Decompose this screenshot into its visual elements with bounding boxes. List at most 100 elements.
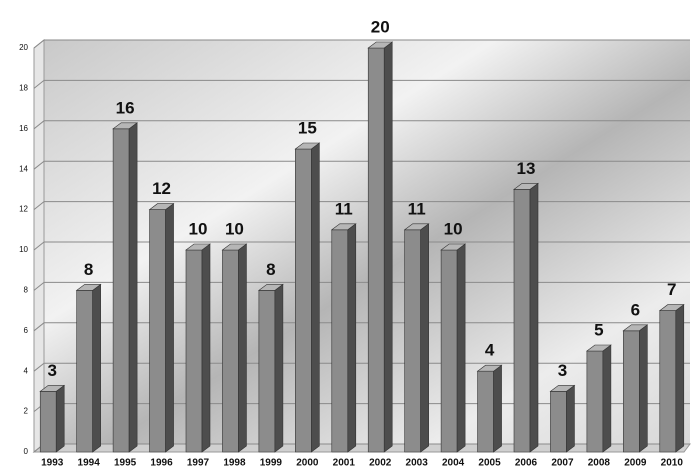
bar <box>148 203 175 453</box>
data-label: 15 <box>298 118 317 137</box>
bar-front <box>295 148 312 453</box>
y-tick-label: 14 <box>19 164 28 173</box>
x-tick-label: 2002 <box>369 458 392 469</box>
x-tick-label: 2003 <box>406 458 429 469</box>
bar-top <box>257 284 284 291</box>
data-label: 20 <box>371 17 390 36</box>
y-tick-label: 18 <box>19 84 28 93</box>
bar-top <box>585 344 612 352</box>
bar-top <box>294 142 321 150</box>
bar <box>513 182 539 453</box>
bar-side <box>566 384 575 453</box>
x-tick-label: 1996 <box>150 458 173 469</box>
y-tick-label: 8 <box>24 286 29 295</box>
bar <box>221 243 248 453</box>
bar <box>585 344 612 453</box>
data-label: 10 <box>444 219 463 238</box>
data-label: 4 <box>485 341 495 360</box>
x-tick-label: 1997 <box>187 458 210 469</box>
x-tick-label: 2006 <box>515 458 538 469</box>
data-label: 8 <box>84 260 93 279</box>
x-tick-label: 2001 <box>333 458 356 469</box>
bar <box>75 283 102 453</box>
data-label: 13 <box>517 159 536 178</box>
bar-front <box>76 290 93 453</box>
grid-line <box>33 120 690 130</box>
data-label: 5 <box>594 320 603 339</box>
bar-front <box>623 330 640 453</box>
grid-line <box>33 160 690 170</box>
data-label: 11 <box>408 199 426 218</box>
y-tick-label: 2 <box>24 407 29 416</box>
bar <box>440 243 467 453</box>
bar-side <box>529 182 539 453</box>
bar <box>403 223 430 453</box>
bar-front <box>331 229 349 453</box>
bar <box>39 384 66 453</box>
y-tick-label: 6 <box>24 326 29 335</box>
bar <box>658 304 685 453</box>
bar-top <box>549 385 576 392</box>
bar-top <box>622 324 649 332</box>
bar <box>330 223 357 453</box>
bar <box>112 122 139 453</box>
bar <box>476 364 503 453</box>
data-label: 10 <box>189 219 208 238</box>
bar <box>549 384 576 453</box>
x-tick-label: 2005 <box>478 458 501 469</box>
bar-side <box>639 324 648 453</box>
bar-side <box>201 243 211 453</box>
x-tick-label: 2000 <box>296 458 319 469</box>
bar-side <box>128 122 138 453</box>
bar-front <box>440 249 458 453</box>
x-tick-label: 1994 <box>78 458 101 469</box>
bar-side <box>274 283 284 453</box>
bar <box>257 283 284 453</box>
bar-top <box>75 284 102 291</box>
grid-line <box>33 362 690 372</box>
bar <box>622 324 649 453</box>
data-label: 6 <box>631 300 640 319</box>
bar-side <box>55 384 65 453</box>
grid-line <box>33 39 690 49</box>
bar-side <box>238 243 247 453</box>
bar-side <box>92 283 101 453</box>
x-tick-label: 2009 <box>624 458 647 469</box>
bar-front <box>404 229 421 453</box>
x-tick-label: 2008 <box>588 458 611 469</box>
grid-line <box>33 322 690 332</box>
bar-front <box>222 249 239 453</box>
bar-front <box>513 189 531 453</box>
bar-side <box>602 344 612 453</box>
bar-top <box>367 41 394 49</box>
grid-line <box>33 281 690 291</box>
data-label: 11 <box>335 199 353 218</box>
bar-side <box>420 223 429 453</box>
bar-top <box>221 243 248 251</box>
bar-side <box>311 142 320 453</box>
bar-side <box>165 203 174 453</box>
grid-line <box>33 201 690 210</box>
data-label: 3 <box>47 361 56 380</box>
bar-top <box>148 203 175 210</box>
bar-top <box>185 243 211 251</box>
y-tick-label: 0 <box>24 447 29 456</box>
bar-front <box>586 350 604 453</box>
y-tick-label: 10 <box>19 245 28 254</box>
y-tick-label: 12 <box>19 205 28 214</box>
bar-front <box>477 370 494 453</box>
grid-line <box>33 79 690 89</box>
x-tick-label: 1999 <box>260 458 283 469</box>
data-label: 12 <box>152 179 171 198</box>
bar-top <box>112 122 139 130</box>
x-tick-label: 2004 <box>442 458 465 469</box>
bar-side <box>675 304 685 453</box>
x-tick-label: 1995 <box>114 458 137 469</box>
bar-top <box>330 223 357 231</box>
bar-front <box>149 209 166 453</box>
bar-top <box>476 364 503 372</box>
x-tick-label: 1998 <box>223 458 246 469</box>
x-tick-label: 2007 <box>551 458 574 469</box>
grid-line <box>33 241 690 251</box>
